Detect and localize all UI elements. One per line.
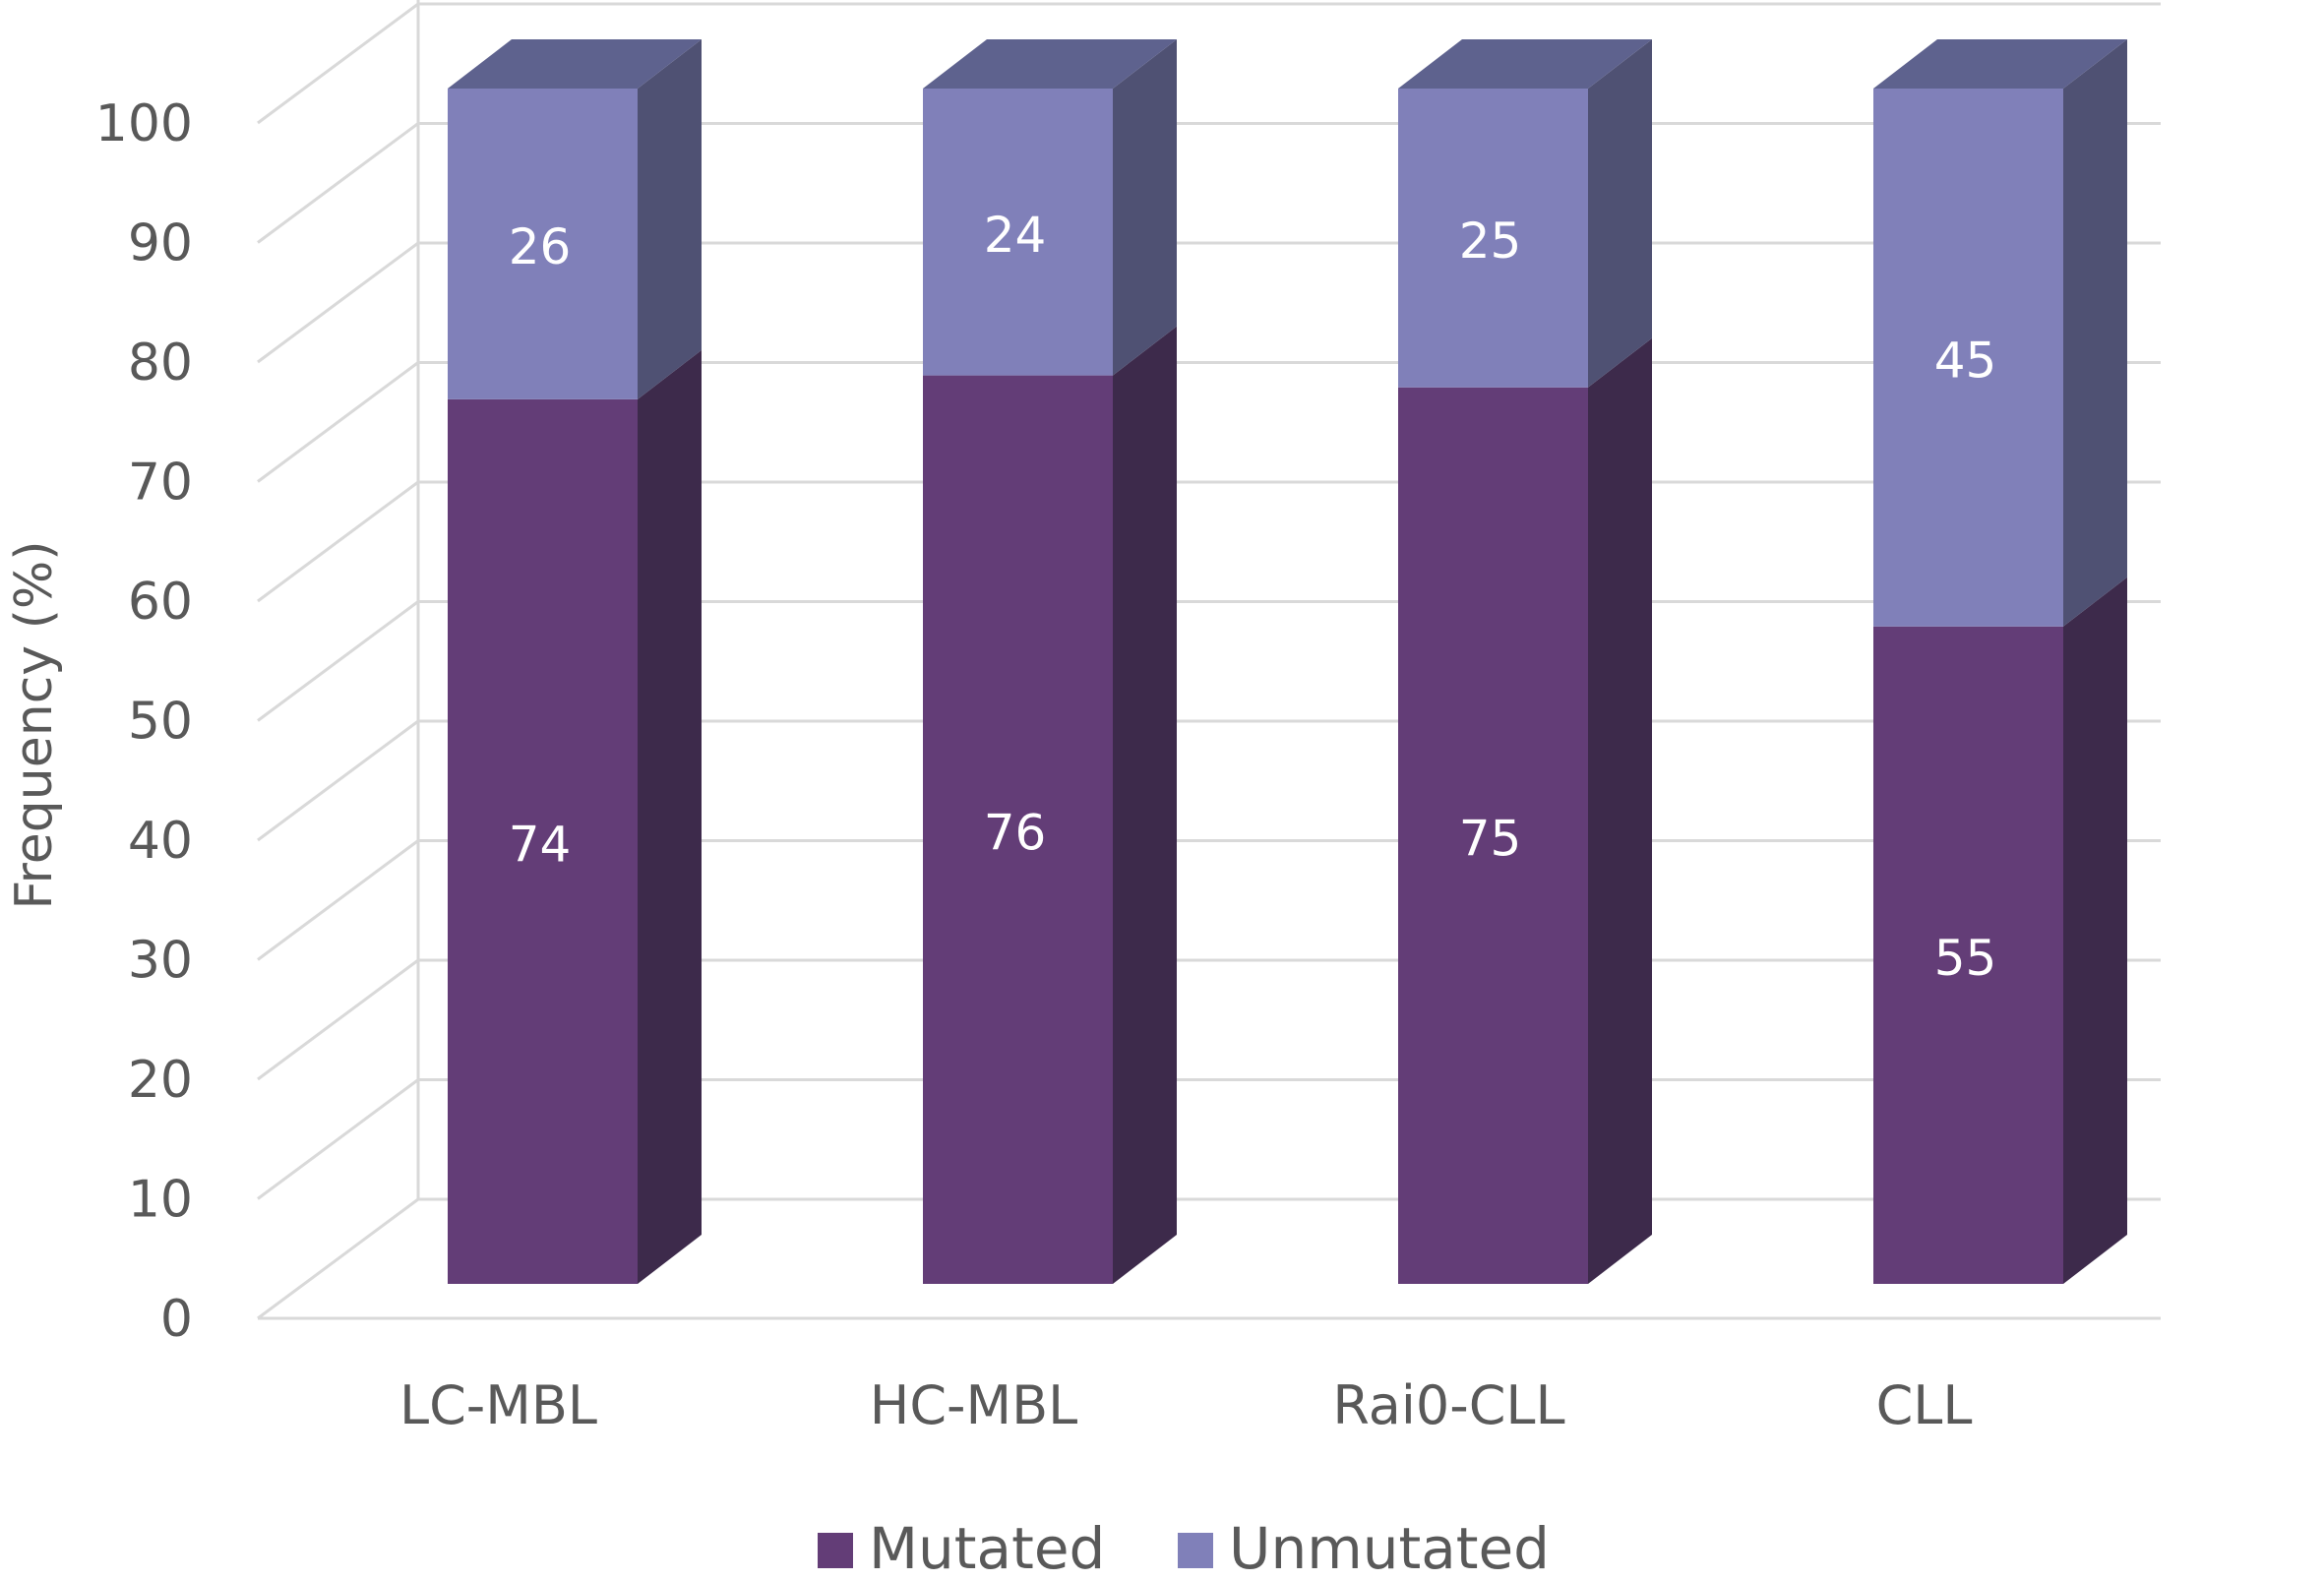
- bar-segment-unmutated-front: [1873, 89, 2063, 627]
- bar-segment-unmutated-side: [1588, 39, 1652, 388]
- y-tick-label: 20: [128, 1051, 193, 1110]
- x-category-label: HC-MBL: [870, 1374, 1078, 1436]
- bar-segment-unmutated-side: [638, 39, 702, 399]
- x-category-label: LC-MBL: [399, 1374, 597, 1436]
- y-tick-label: 100: [95, 94, 193, 153]
- y-tick-label: 50: [128, 693, 193, 752]
- gridline-diagonal: [257, 600, 419, 722]
- y-tick-label: 80: [128, 334, 193, 393]
- legend-swatch-unmutated: [1178, 1533, 1213, 1568]
- bar-top-face: [1873, 39, 2127, 89]
- gridline-diagonal: [257, 958, 419, 1081]
- bar-top-face: [923, 39, 1177, 89]
- data-label-mutated: 74: [509, 816, 572, 873]
- data-label-mutated: 76: [984, 804, 1047, 861]
- bar-segment-unmutated-front: [923, 89, 1113, 376]
- bar-segment-unmutated-side: [1113, 39, 1177, 376]
- gridline-diagonal: [257, 719, 419, 842]
- gridline-diagonal: [257, 361, 419, 483]
- data-label-unmutated: 24: [984, 207, 1047, 264]
- y-tick-label: 0: [160, 1290, 193, 1349]
- data-label-unmutated: 25: [1459, 213, 1522, 270]
- data-label-unmutated: 45: [1934, 332, 1997, 389]
- x-axis-category-labels: LC-MBL HC-MBL Rai0-CLL CLL: [399, 1374, 1972, 1436]
- bar-segment-mutated-front: [448, 398, 638, 1284]
- bar-top-face: [1398, 39, 1652, 89]
- y-tick-label: 70: [128, 454, 193, 513]
- legend-label-unmutated: Unmutated: [1229, 1515, 1550, 1581]
- legend-label-mutated: Mutated: [869, 1515, 1105, 1581]
- y-axis-title: Frequency (%): [5, 540, 64, 909]
- bar-segment-mutated-side: [638, 349, 702, 1284]
- y-tick-label: 10: [128, 1171, 193, 1230]
- y-tick-label: 30: [128, 932, 193, 991]
- bar-segment-mutated-side: [1113, 326, 1177, 1285]
- data-label-mutated: 55: [1934, 930, 1997, 987]
- legend-swatch-mutated: [818, 1533, 853, 1568]
- gridline-diagonal: [257, 1078, 419, 1200]
- legend: Mutated Unmutated: [818, 1515, 1550, 1581]
- gridlines: [257, 0, 2161, 1320]
- bar-segment-unmutated-front: [448, 89, 638, 399]
- data-label-mutated: 75: [1459, 810, 1522, 867]
- bar-segment-mutated-front: [923, 375, 1113, 1285]
- bars: [448, 39, 2127, 1285]
- gridline-diagonal: [257, 241, 419, 364]
- bar-segment-unmutated-front: [1398, 89, 1588, 388]
- bar-segment-mutated-front: [1398, 387, 1588, 1284]
- data-label-unmutated: 26: [509, 218, 572, 275]
- bar-top-face: [448, 39, 702, 89]
- y-tick-label: 40: [128, 812, 193, 871]
- gridline-diagonal: [257, 1197, 419, 1320]
- bar-segment-mutated-side: [1588, 337, 1652, 1284]
- y-tick-label: 90: [128, 214, 193, 274]
- x-category-label: Rai0-CLL: [1332, 1374, 1564, 1436]
- gridline-diagonal: [257, 480, 419, 603]
- data-labels: 74 26 76 24 75 25 55 45: [509, 207, 1997, 987]
- y-tick-label: 60: [128, 573, 193, 632]
- bar-segment-mutated-side: [2063, 577, 2127, 1284]
- bar-segment-mutated-front: [1873, 626, 2063, 1284]
- x-category-label: CLL: [1876, 1374, 1973, 1436]
- y-axis-tick-labels: 0 10 20 30 40 50 60 70 80 90 100: [95, 94, 193, 1349]
- bar-segment-unmutated-side: [2063, 39, 2127, 627]
- gridline-diagonal: [257, 839, 419, 961]
- gridline-diagonal: [257, 2, 419, 125]
- gridline-diagonal: [257, 122, 419, 244]
